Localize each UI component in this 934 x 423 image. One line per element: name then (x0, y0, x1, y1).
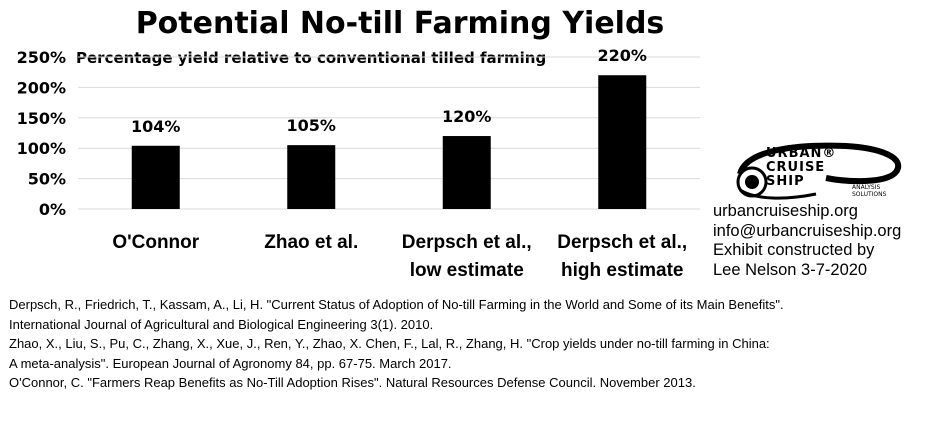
reference-line: International Journal of Agricultural an… (9, 316, 434, 332)
y-tick-label: 0% (39, 200, 66, 219)
y-tick-label: 250% (17, 48, 66, 67)
contact-block: urbancruiseship.org info@urbancruiseship… (713, 202, 901, 280)
credit-line-2: Lee Nelson 3-7-2020 (713, 260, 868, 279)
category-label: Derpsch et al., (402, 232, 532, 253)
category-label: Derpsch et al., (557, 232, 687, 253)
reference-line: Derpsch, R., Friedrich, T., Kassam, A., … (9, 297, 784, 312)
bar (287, 145, 336, 209)
logo-subtext: ANALYSIS SOLUTIONS (852, 184, 886, 198)
logo-line-2: CRUISE (766, 160, 826, 175)
logo-sub-1: ANALYSIS (852, 184, 881, 191)
y-tick-label: 150% (17, 109, 66, 128)
y-tick-label: 200% (17, 78, 66, 97)
category-label: low estimate (410, 260, 524, 281)
chart-title: Potential No-till Farming Yields (136, 6, 665, 41)
chart: Potential No-till Farming Yields Percent… (17, 6, 700, 281)
category-label: O'Connor (112, 232, 199, 253)
y-tick-label: 50% (28, 170, 66, 189)
chart-subtitle: Percentage yield relative to conventiona… (76, 49, 546, 67)
category-labels: O'Connor Zhao et al. Derpsch et al., low es… (112, 232, 687, 281)
urban-cruise-ship-logo (736, 142, 902, 200)
logo-wordmark: URBAN® CRUISE SHIP (766, 147, 836, 189)
category-label: high estimate (561, 260, 683, 281)
gridlines (78, 56, 700, 210)
logo-sub-2: SOLUTIONS (852, 191, 887, 198)
credit-line-1: Exhibit constructed by (713, 241, 875, 259)
data-label: 220% (598, 46, 647, 65)
bar (442, 136, 491, 209)
references: Derpsch, R., Friedrich, T., Kassam, A., … (9, 295, 784, 393)
reference-line: Zhao, X., Liu, S., Pu, C., Zhang, X., Xu… (9, 336, 770, 351)
reference-line: O'Connor, C. "Farmers Reap Benefits as N… (9, 375, 696, 390)
reference-line: A meta-analysis". European Journal of Ag… (9, 355, 452, 371)
data-label: 104% (131, 117, 180, 136)
data-label: 105% (287, 116, 336, 135)
logo-line-1: URBAN® (766, 146, 837, 161)
logo-line-3: SHIP (766, 174, 805, 189)
data-labels: 104% 105% 120% 220% (131, 46, 647, 136)
category-label: Zhao et al. (264, 232, 358, 253)
email-text: info@urbancruiseship.org (713, 221, 902, 240)
data-label: 120% (442, 107, 491, 126)
website-text: urbancruiseship.org (713, 202, 858, 220)
y-tick-label: 100% (17, 139, 66, 158)
bar (131, 145, 180, 209)
bar (598, 75, 647, 210)
bars (131, 75, 647, 210)
y-axis-tick-labels: 0% 50% 100% 150% 200% 250% (17, 48, 66, 219)
